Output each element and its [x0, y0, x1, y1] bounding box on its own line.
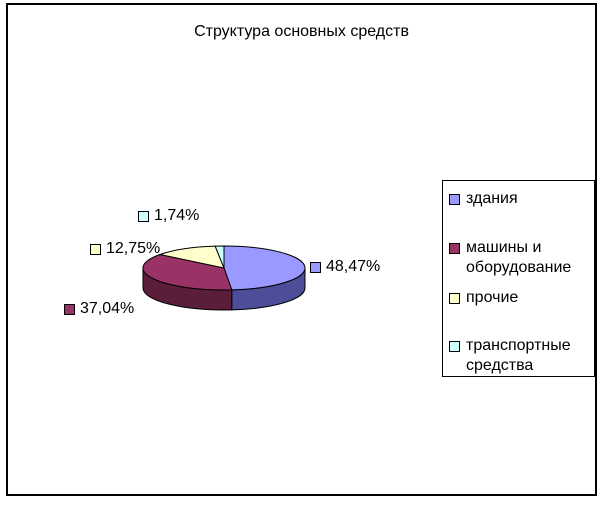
- pie-slice-transport: [214, 245, 225, 269]
- data-label-swatch: [90, 243, 101, 255]
- data-label-swatch: [310, 261, 321, 273]
- data-label-prochie: 12,75%: [90, 240, 160, 258]
- legend-swatch: [449, 243, 460, 254]
- data-label-text: 48,47%: [326, 258, 381, 275]
- data-label-transport: 1,74%: [138, 207, 199, 225]
- chart-frame: Структура основных средств 48,47% 37,04%…: [6, 3, 597, 496]
- legend-label: транспортные средства: [466, 337, 571, 374]
- data-label-mashiny: 37,04%: [64, 300, 134, 318]
- data-label-text: 12,75%: [106, 240, 161, 257]
- data-label-text: 1,74%: [154, 207, 200, 224]
- data-label-text: 37,04%: [80, 300, 135, 317]
- data-label-swatch: [138, 210, 149, 222]
- legend-label: машины и оборудование: [466, 239, 572, 276]
- chart-legend: здания машины и оборудование прочие тран…: [442, 180, 595, 377]
- data-label-swatch: [64, 303, 75, 315]
- pie-slice-zdaniya: [223, 245, 306, 291]
- legend-swatch: [449, 341, 460, 352]
- pie-plot: [142, 245, 306, 311]
- chart-title: Структура основных средств: [194, 23, 409, 40]
- legend-swatch: [449, 194, 460, 205]
- legend-swatch: [449, 293, 460, 304]
- legend-label: здания: [466, 190, 518, 207]
- pie-slice-prochie: [158, 245, 225, 269]
- data-label-zdaniya: 48,47%: [310, 258, 380, 276]
- legend-label: прочие: [466, 289, 519, 306]
- pie-slice-mashiny: [142, 253, 233, 291]
